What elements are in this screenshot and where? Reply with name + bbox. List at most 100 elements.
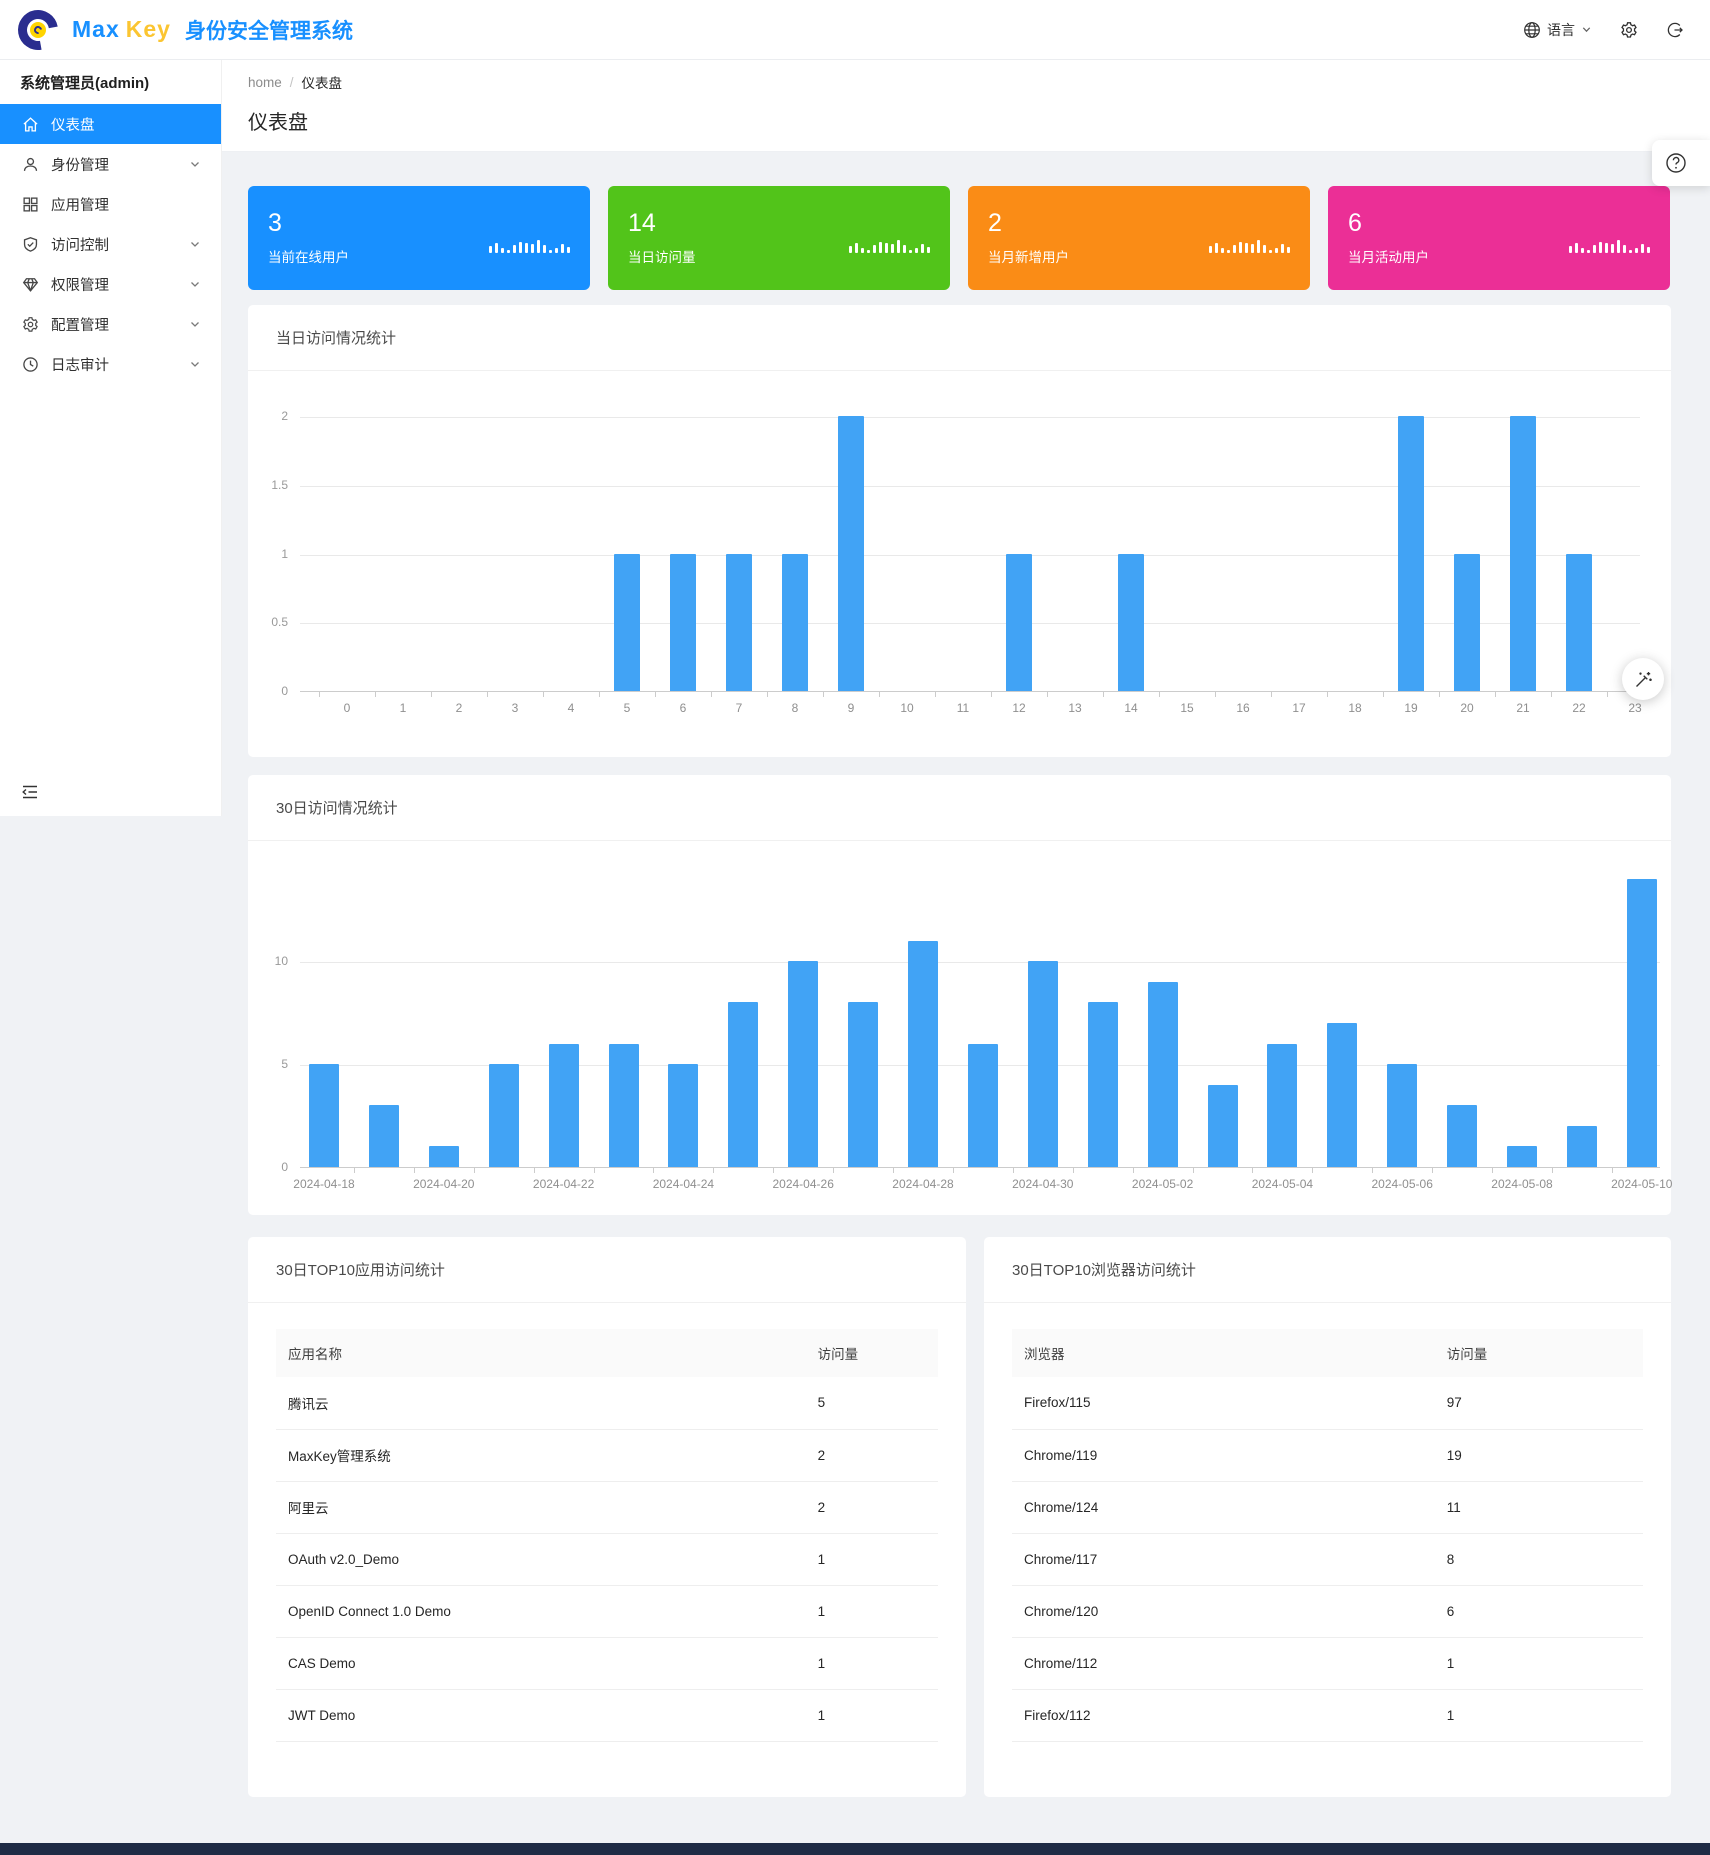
sidebar-user: 系统管理员(admin)	[20, 74, 150, 92]
bar	[1027, 961, 1058, 1167]
sidebar-item-access-control[interactable]: 访问控制	[0, 224, 221, 264]
magic-wand-icon	[1635, 671, 1652, 687]
x-axis-tick	[533, 1168, 535, 1173]
logout-icon[interactable]	[1666, 21, 1684, 39]
x-axis-label: 2024-05-04	[1251, 1177, 1314, 1191]
home-icon	[23, 116, 38, 132]
sidebar-item-identity[interactable]: 身份管理	[0, 144, 221, 184]
bar	[1447, 1105, 1478, 1167]
x-axis-label: 20	[1460, 701, 1474, 715]
sidebar-item-audit-log[interactable]: 日志审计	[0, 344, 221, 384]
bar	[1507, 1146, 1537, 1167]
stat-value: 14	[628, 208, 656, 237]
x-axis-tick	[773, 1168, 775, 1173]
bar	[1118, 553, 1144, 691]
table-cell: 2	[805, 1481, 938, 1534]
globe-icon	[1524, 21, 1540, 38]
sidebar-item-applications[interactable]: 应用管理	[0, 184, 221, 224]
breadcrumb-home[interactable]: home	[248, 74, 282, 90]
panel-top-apps: 30日TOP10应用访问统计 应用名称 访问量 腾讯云 5 MaxKey管理系统 2 阿…	[248, 1237, 966, 1797]
stat-label: 当月活动用户	[1348, 249, 1429, 265]
x-axis-tick	[713, 1168, 715, 1173]
y-axis-label: 1	[281, 546, 288, 561]
x-axis-tick	[1551, 692, 1552, 697]
sidebar-item-configuration[interactable]: 配置管理	[0, 304, 221, 344]
x-axis-tick	[1495, 692, 1496, 697]
x-axis-tick	[319, 692, 320, 697]
x-axis-label: 2024-04-18	[293, 1177, 355, 1191]
magic-wand-button[interactable]	[1622, 658, 1664, 700]
table-cell: OpenID Connect 1.0 Demo	[276, 1585, 806, 1638]
gem-icon	[22, 277, 39, 292]
x-axis-tick	[543, 692, 544, 697]
stat-value: 6	[1348, 208, 1362, 237]
x-axis-label: 2024-04-28	[892, 1177, 954, 1191]
bar	[614, 553, 640, 691]
bar	[1087, 1002, 1118, 1167]
x-axis-tick	[1159, 692, 1160, 697]
brand-max: Max	[72, 16, 120, 42]
y-axis-label: 10	[274, 954, 288, 969]
x-axis-tick	[1607, 692, 1608, 697]
appstore-icon	[23, 196, 38, 212]
table-header-row: 浏览器 访问量	[1012, 1329, 1643, 1377]
bar	[1566, 553, 1592, 691]
panel-month-visits: 30日访问情况统计 0 5 10 2024-04-18 2024-04-20 2024-0…	[248, 775, 1672, 1215]
help-button[interactable]	[1652, 140, 1710, 186]
chevron-down-icon	[1582, 27, 1591, 33]
stat-label: 当月新增用户	[988, 249, 1069, 265]
panel-title: 30日访问情况统计	[248, 775, 1671, 841]
bar	[1147, 981, 1178, 1167]
bar	[1327, 1023, 1358, 1167]
x-axis-tick	[1439, 692, 1440, 697]
x-axis-tick	[1551, 1168, 1553, 1173]
x-axis-tick	[1611, 1168, 1613, 1173]
x-axis-tick	[353, 1168, 355, 1173]
x-axis-label: 2024-05-10	[1611, 1177, 1673, 1191]
x-axis-tick	[375, 692, 376, 697]
x-axis-label: 2024-05-06	[1371, 1177, 1433, 1191]
table-cell: 1	[805, 1689, 938, 1742]
table-cell: 97	[1434, 1377, 1643, 1430]
top-apps-table: 应用名称 访问量 腾讯云 5 MaxKey管理系统 2 阿里云 2 OAuth v2.0_D…	[276, 1329, 938, 1742]
table-cell: 1	[805, 1585, 938, 1638]
bar	[967, 1043, 998, 1167]
table-cell: MaxKey管理系统	[276, 1429, 806, 1482]
y-axis-label: 0.5	[271, 615, 288, 630]
x-axis-label: 4	[567, 701, 575, 715]
today-visits-chart[interactable]: 0 0.5 1 1.5 2 0 1 2 3 4 5 6 7 8 9 10 11 12 13 14 15 16 17 18 19 2…	[271, 409, 1641, 715]
gridline	[300, 485, 1640, 487]
bar	[668, 1064, 699, 1167]
language-menu[interactable]: 语言	[1523, 20, 1592, 40]
breadcrumb-separator: /	[289, 74, 294, 90]
x-axis-tick	[431, 692, 432, 697]
collapse-sidebar-icon[interactable]	[20, 782, 40, 802]
x-axis-tick	[767, 692, 768, 697]
gear-icon	[23, 316, 38, 332]
stat-label: 当日访问量	[628, 249, 696, 265]
x-axis-label: 2024-04-24	[652, 1177, 715, 1191]
settings-icon[interactable]	[1620, 21, 1638, 39]
x-axis-tick	[593, 1168, 595, 1173]
x-axis-label: 13	[1068, 701, 1082, 715]
sidebar-item-dashboard[interactable]: 仪表盘	[0, 104, 221, 144]
x-axis-label: 2024-05-02	[1131, 1177, 1194, 1191]
x-axis-label: 2024-04-20	[413, 1177, 475, 1191]
page-title: 仪表盘	[248, 112, 308, 134]
sidebar-item-label: 访问控制	[51, 237, 109, 254]
x-axis-tick	[1192, 1168, 1194, 1173]
top-browsers-table: 浏览器 访问量 Firefox/115 97 Chrome/119 19 Chrome/…	[1012, 1329, 1643, 1742]
x-axis-label: 8	[791, 701, 799, 715]
bar	[1207, 1084, 1238, 1167]
stat-value: 2	[988, 208, 1002, 237]
table-row: Chrome/119 19	[1012, 1429, 1643, 1482]
x-axis-tick	[823, 692, 824, 697]
sidebar-item-label: 权限管理	[51, 277, 109, 294]
sidebar-item-permissions[interactable]: 权限管理	[0, 264, 221, 304]
table-row: 腾讯云 5	[276, 1377, 938, 1430]
sidebar-item-label: 日志审计	[51, 357, 109, 374]
bar	[488, 1064, 519, 1167]
x-axis-tick	[487, 692, 488, 697]
x-axis-tick	[833, 1168, 835, 1173]
month-visits-chart[interactable]: 0 5 10 2024-04-18 2024-04-20 2024-04-22 2024-0…	[275, 879, 1672, 1191]
